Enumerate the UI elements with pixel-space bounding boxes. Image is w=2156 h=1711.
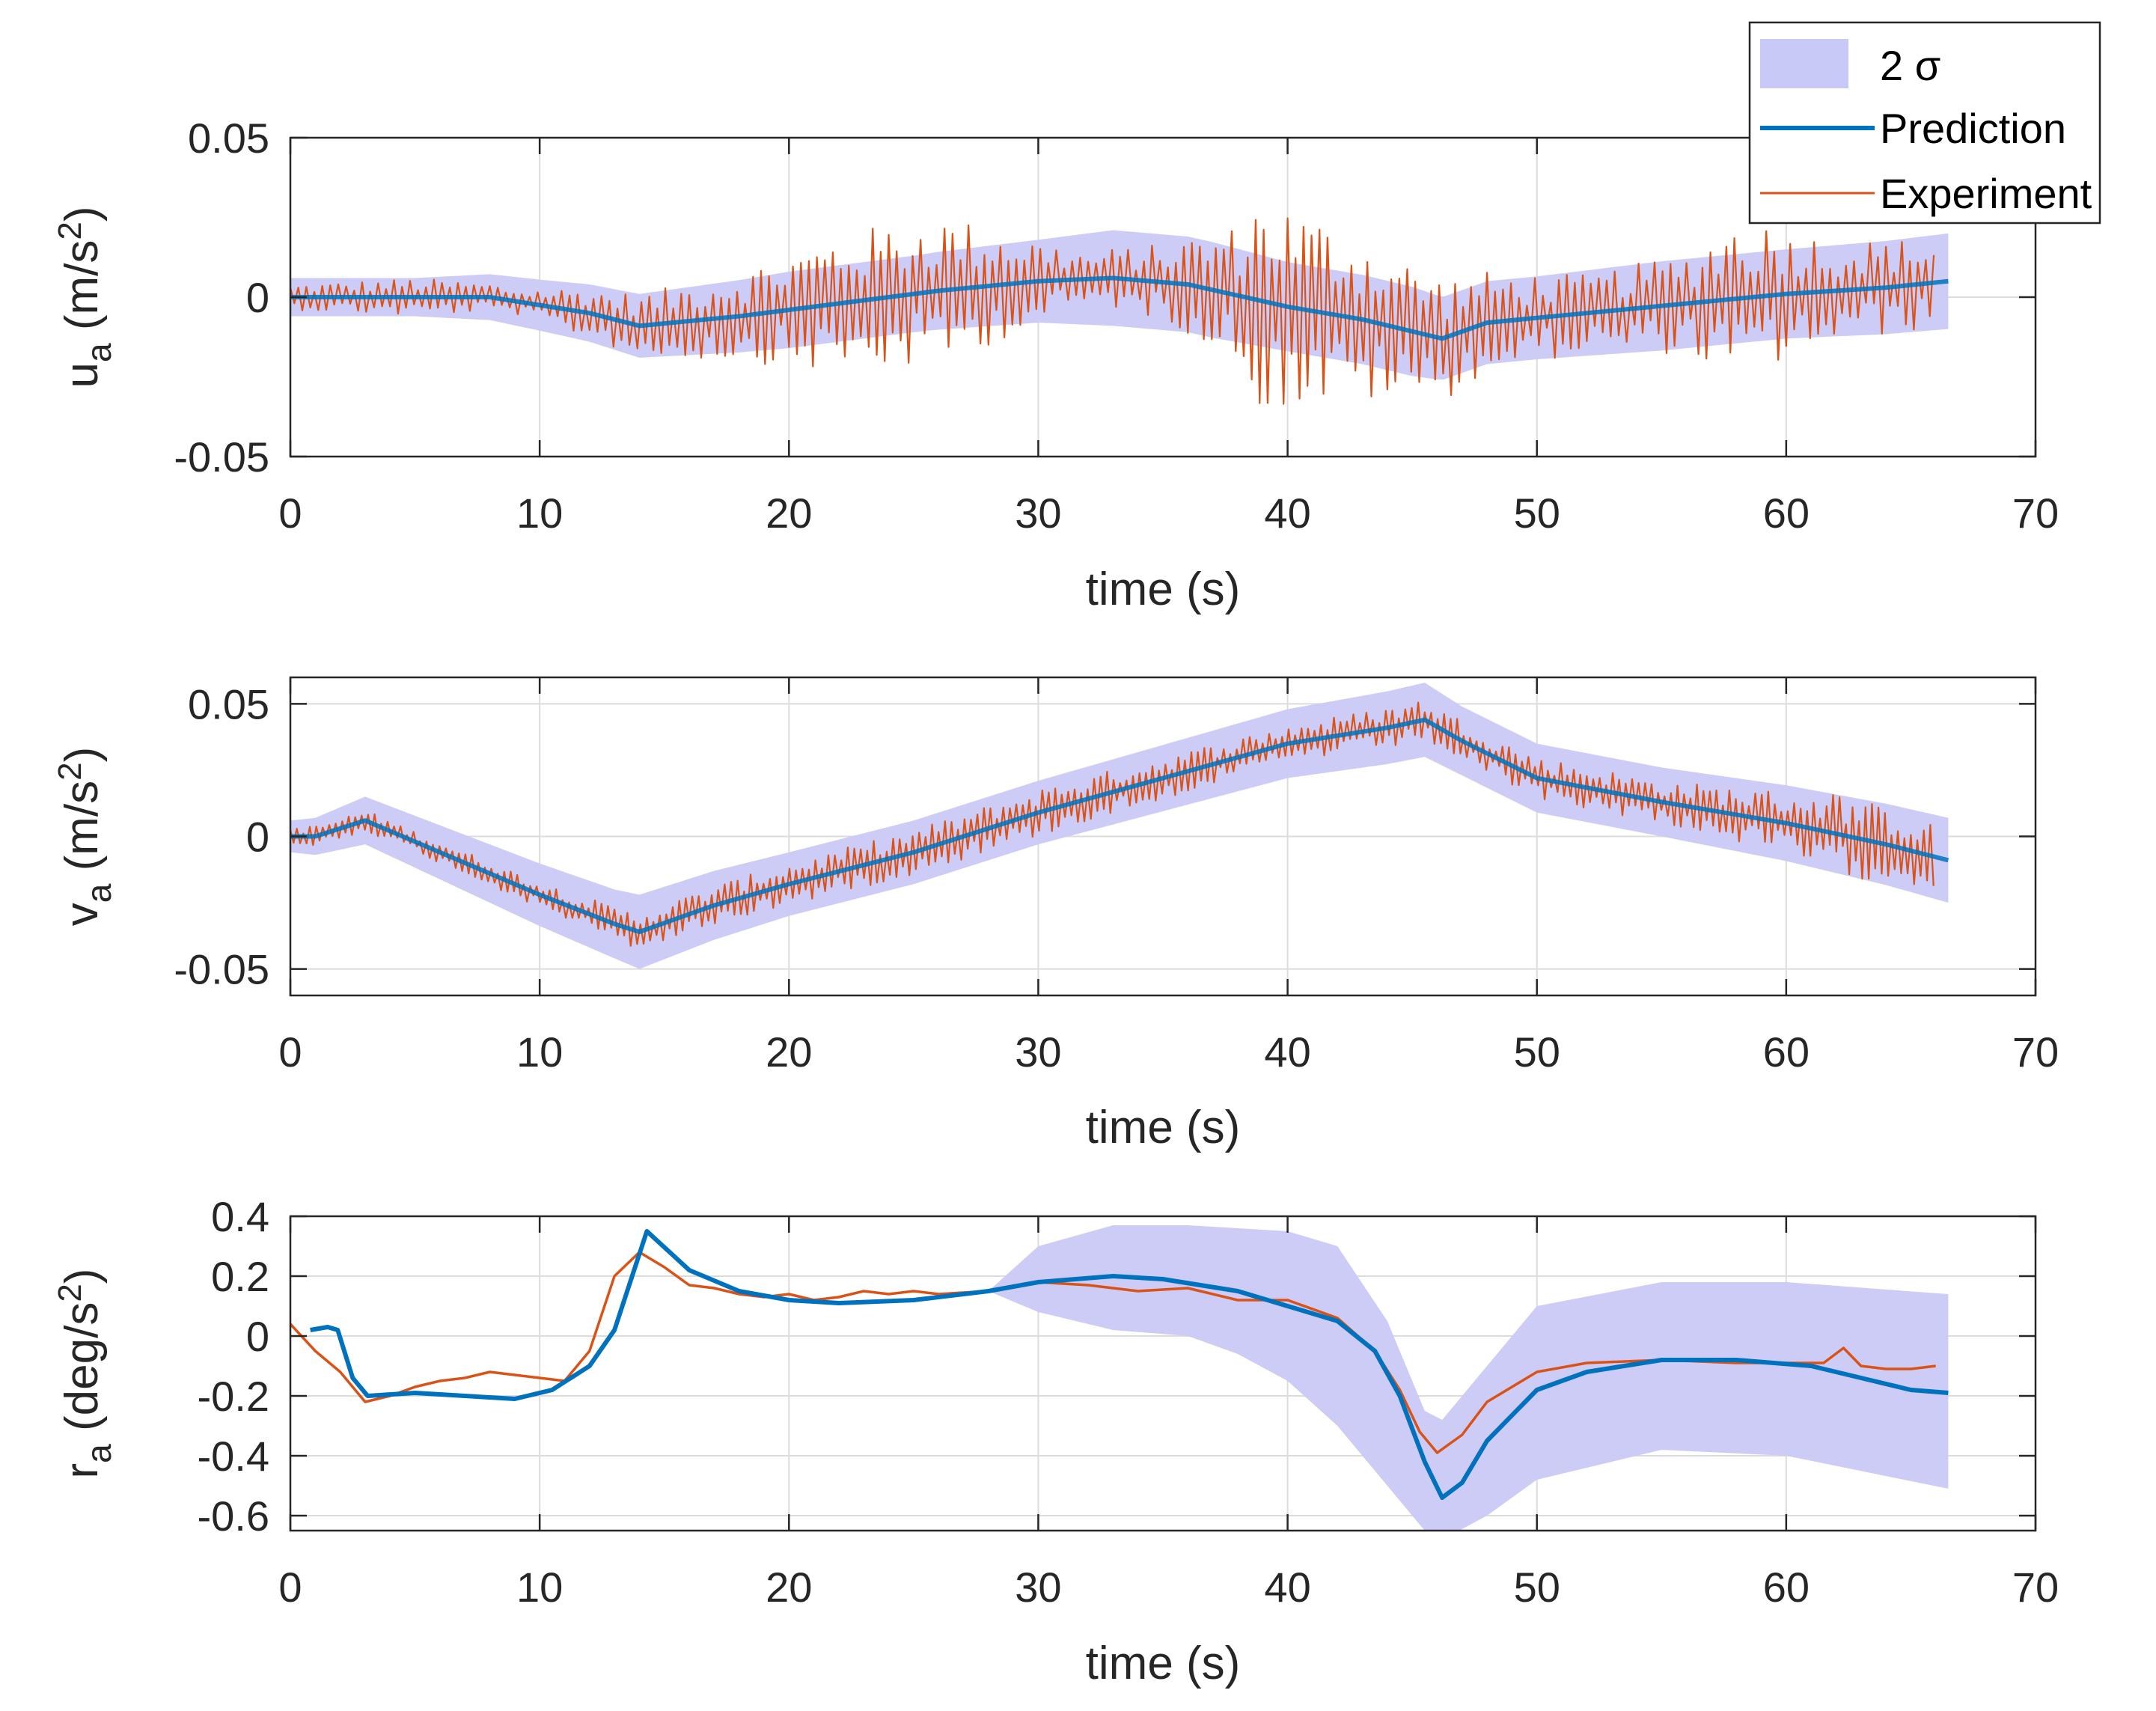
y-tick-label: 0 [246,814,269,861]
axis-box-ra [289,1215,2037,1532]
x-tick-label: 60 [1763,489,1810,537]
y-label-superscript: 2 [52,222,88,240]
x-tick-label: 50 [1514,489,1560,537]
x-tick-label: 0 [278,489,302,537]
x-tick-label: 40 [1264,489,1310,537]
prediction-line-ra [310,1229,1949,1500]
y-axis-label: ua (m/s2) [52,207,118,388]
y-label-unit-close: ) [56,1269,108,1284]
axes-ra: 0 10 20 30 40 50 60 70 -0.6 -0.4 -0.2 0 0.2 0.4 time (… [52,1193,2059,1689]
y-label-main: r [56,1463,108,1479]
x-tick-label: 40 [1264,1028,1310,1076]
y-label-unit: (m/s [56,781,108,884]
band-2sigma-va [290,683,1949,969]
y-tick-label: -0.6 [198,1492,270,1540]
x-tick-label: 50 [1514,1564,1560,1611]
x-tick-label: 10 [516,1564,563,1611]
y-tick-label: 0.4 [211,1193,269,1240]
x-tick-label: 30 [1015,1028,1061,1076]
y-label-unit: (m/s [56,240,108,344]
x-axis-label: time (s) [1086,1638,1241,1689]
plot-area-ra [290,1225,1949,1531]
y-label-subscript: a [79,883,118,903]
y-tick-label: -0.4 [198,1433,270,1480]
legend-prediction-label: Prediction [1880,105,2066,152]
y-tick-label: 0 [246,274,269,321]
band-2sigma-ra [988,1225,1949,1531]
x-tick-label: 70 [2012,489,2059,537]
y-tick-label: 0.2 [211,1253,269,1300]
x-tick-label: 70 [2012,1028,2059,1076]
x-tick-label: 10 [516,489,563,537]
experiment-line-ua [290,217,1935,405]
x-tick-label: 30 [1015,1564,1061,1611]
x-tick-label: 20 [766,489,812,537]
x-axis-label: time (s) [1086,564,1241,615]
y-label-subscript: a [79,1444,118,1463]
x-tick-label: 0 [278,1564,302,1611]
y-tick-label: 0.05 [188,115,269,162]
legend: 2 σ Prediction Experiment [1748,21,2101,225]
y-label-main: v [56,903,108,926]
x-axis-label: time (s) [1086,1102,1241,1153]
x-tick-label: 60 [1763,1028,1810,1076]
prediction-line-ua [290,275,1949,341]
x-tick-label: 10 [516,1028,563,1076]
y-label-superscript: 2 [52,762,88,780]
x-tick-label: 20 [766,1028,812,1076]
y-tick-label: 0.05 [188,680,269,728]
x-tick-label: 40 [1264,1564,1310,1611]
y-label-subscript: a [79,343,118,362]
x-tick-label: 30 [1015,489,1061,537]
prediction-line-va [290,717,1949,934]
experiment-line-ra [290,1251,1936,1454]
band-2sigma-ua [290,230,1949,380]
x-tick-label: 20 [766,1564,812,1611]
y-tick-label: -0.05 [174,433,269,481]
x-tick-label: 50 [1514,1028,1560,1076]
y-axis-label: ra (deg/s2) [52,1269,118,1479]
plot-area-va [290,683,1949,969]
plot-area-ua [290,217,1949,405]
y-label-unit: (deg/s [56,1302,108,1445]
y-label-superscript: 2 [52,1284,88,1302]
x-tick-label: 0 [278,1028,302,1076]
y-axis-label: va (m/s2) [52,747,118,926]
y-label-unit-close: ) [56,207,108,222]
legend-band-label: 2 σ [1880,42,1940,89]
legend-band-swatch [1760,39,1848,88]
legend-experiment-label: Experiment [1880,170,2092,217]
x-tick-label: 70 [2012,1564,2059,1611]
y-label-unit-close: ) [56,747,108,763]
y-tick-label: -0.05 [174,946,269,993]
x-tick-label: 60 [1763,1564,1810,1611]
y-tick-label: 0 [246,1313,269,1360]
y-tick-label: -0.2 [198,1373,270,1420]
y-label-main: u [56,362,108,388]
